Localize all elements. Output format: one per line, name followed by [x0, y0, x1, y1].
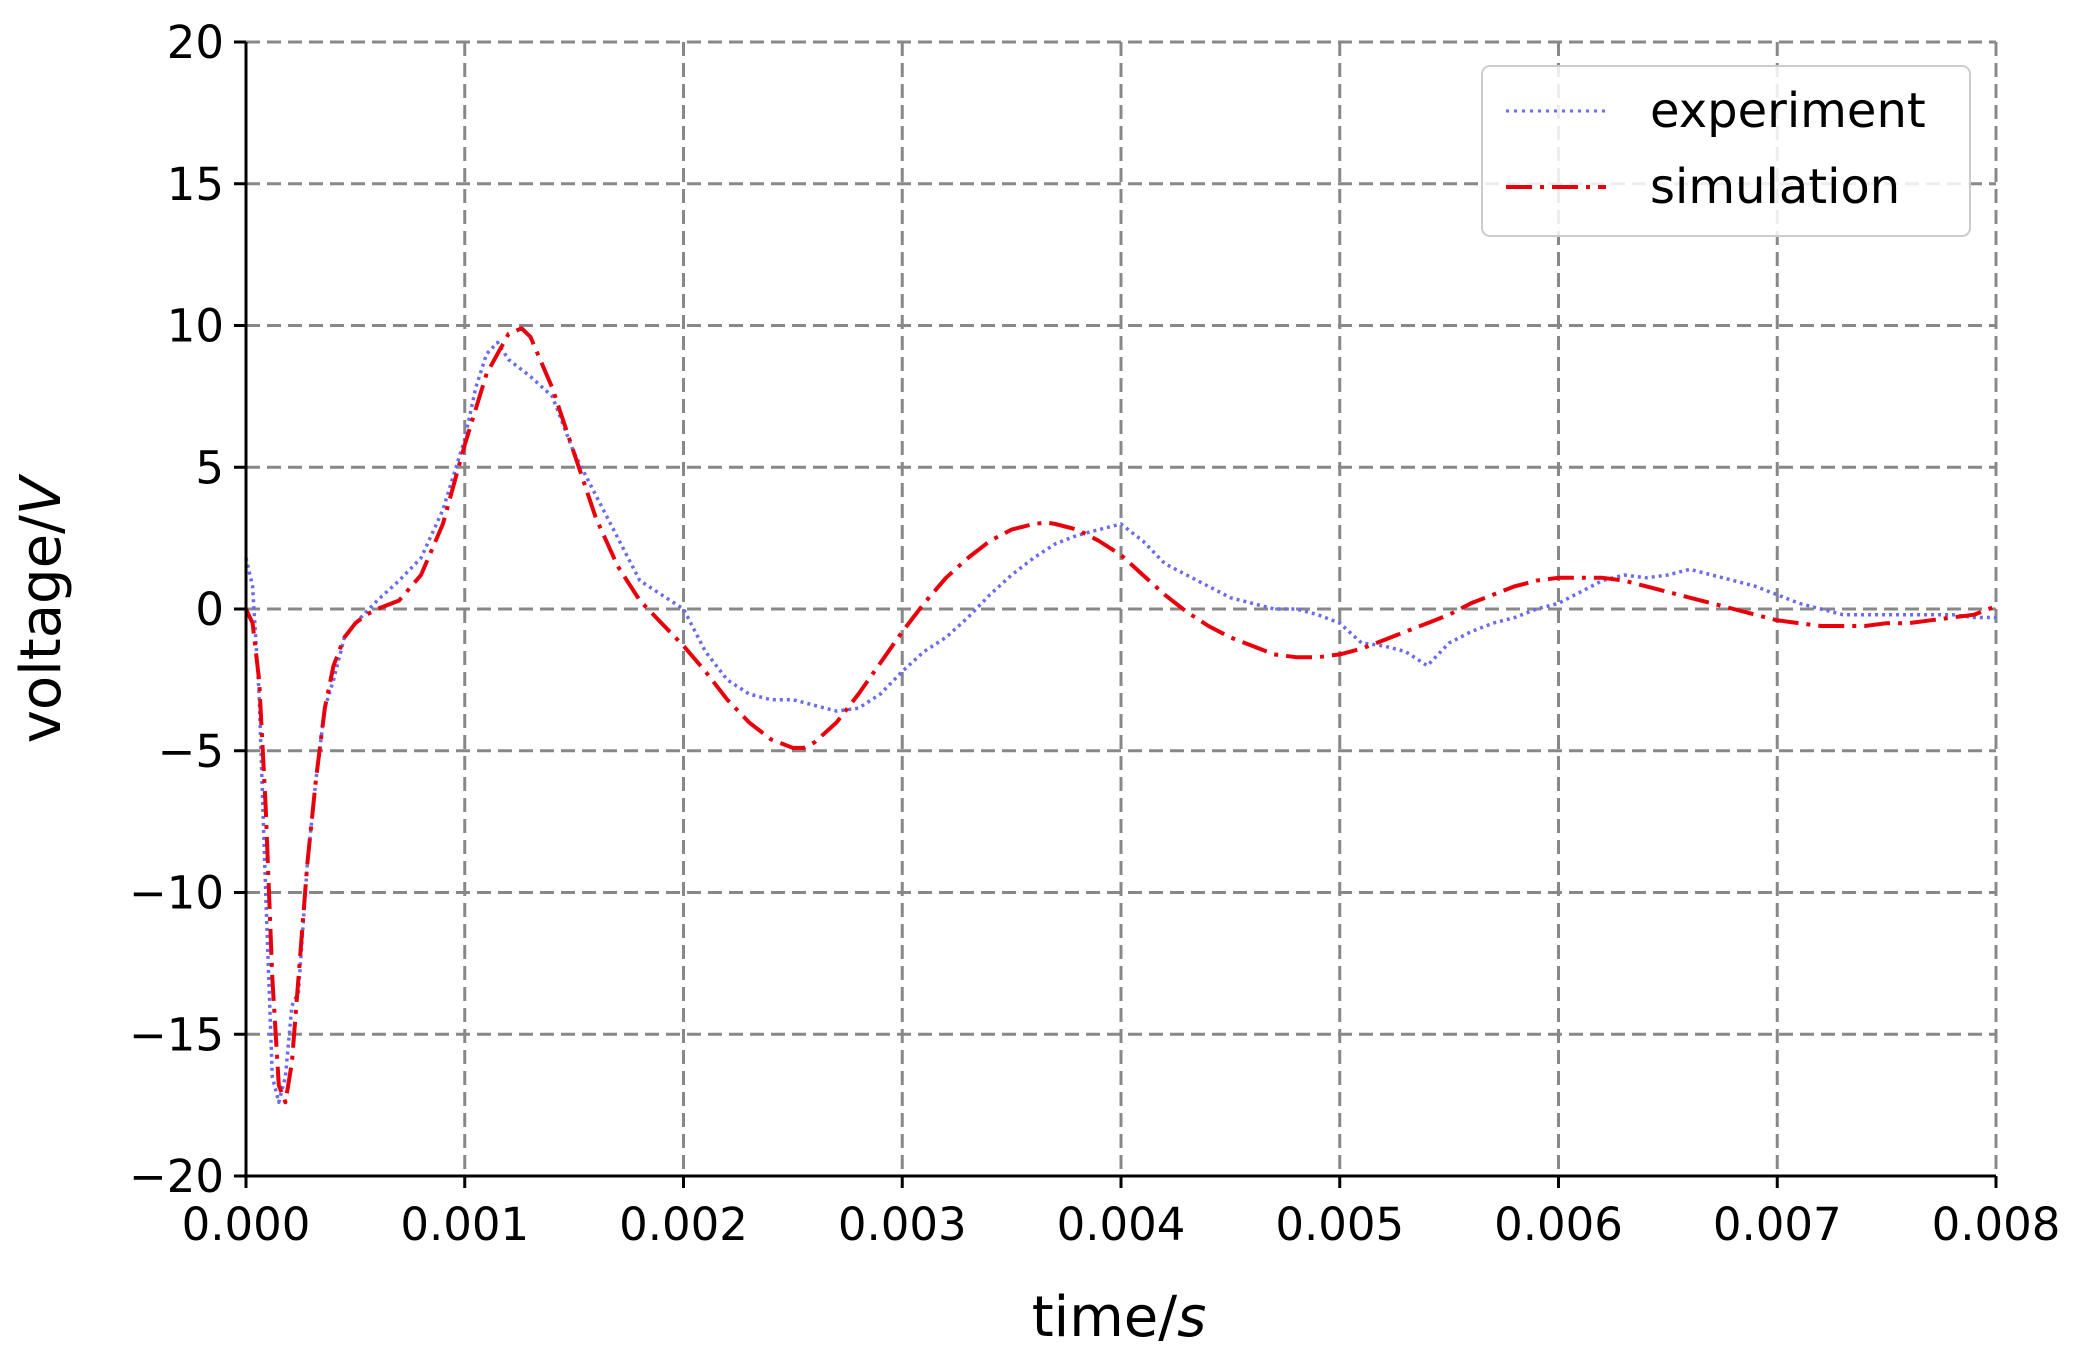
y-axis-label: voltage/V: [9, 473, 74, 743]
y-tick-label: 10: [167, 300, 224, 353]
x-tick-label: 0.008: [1932, 1198, 2061, 1251]
y-tick-label: 5: [195, 441, 224, 494]
y-tick-label: −20: [129, 1150, 224, 1203]
y-tick-label: −5: [158, 725, 224, 778]
x-axis-label: time/s: [1032, 1285, 1207, 1350]
legend-box: [1481, 65, 1971, 237]
y-tick-label: −15: [129, 1008, 224, 1061]
series-simulation-line: [244, 326, 1997, 1105]
x-tick-label: 0.003: [838, 1198, 967, 1251]
x-tick-label: 0.000: [182, 1198, 311, 1251]
x-tick-label: 0.001: [400, 1198, 529, 1251]
y-tick-label: 15: [167, 158, 224, 211]
y-tick-label: 20: [167, 16, 224, 69]
y-tick-label: −10: [129, 867, 224, 920]
legend-simulation-label: simulation: [1650, 159, 1900, 215]
plot-series: [244, 326, 1997, 1105]
x-tick-label: 0.004: [1057, 1198, 1186, 1251]
x-tick-label: 0.002: [619, 1198, 748, 1251]
x-tick-label: 0.007: [1713, 1198, 1842, 1251]
legend: experiment simulation: [1481, 65, 1971, 237]
legend-experiment-label: experiment: [1650, 83, 1926, 139]
axes: [234, 40, 1998, 1188]
x-tick-label: 0.005: [1275, 1198, 1404, 1251]
tick-labels: 0.000 0.001 0.002 0.003 0.004 0.005 0.006 0.007…: [129, 16, 2060, 1251]
y-tick-label: 0: [195, 583, 224, 636]
series-experiment-line: [244, 340, 1996, 1105]
x-tick-label: 0.006: [1494, 1198, 1623, 1251]
